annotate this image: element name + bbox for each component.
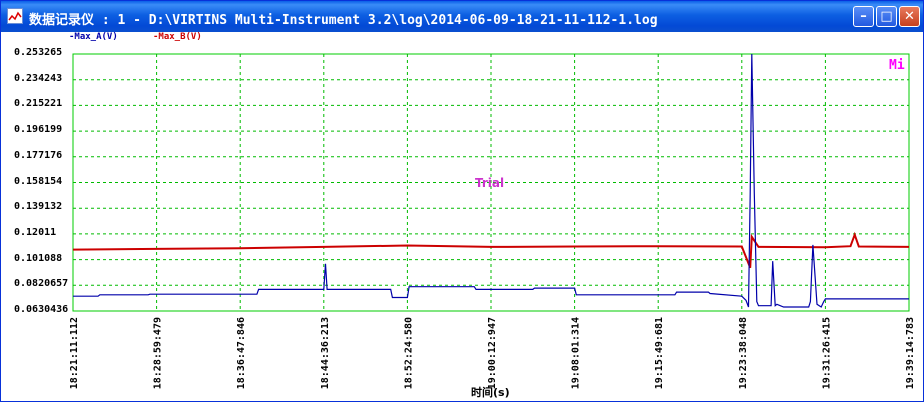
y-tick-label: 0.177176 [14, 149, 63, 161]
x-tick-label: 18:36:47:846 [236, 317, 247, 389]
grid-lines [73, 54, 909, 311]
y-tick-label: 0.12011 [14, 226, 57, 238]
x-axis-label: 时间(s) [471, 385, 510, 399]
x-tick-label: 18:28:59:479 [153, 317, 164, 389]
y-tick-label: 0.139132 [14, 201, 63, 213]
y-tick-label: 0.234243 [14, 72, 63, 84]
x-tick-label: 19:23:38:048 [738, 317, 749, 389]
minimize-button[interactable]: – [853, 6, 874, 27]
window-title: 数据记录仪 : 1 - D:\VIRTINS Multi-Instrument … [29, 13, 658, 28]
corner-mi-label: Mi [889, 58, 905, 73]
x-tick-label: 19:31:26:415 [821, 317, 832, 389]
chart-window-icon[interactable] [7, 8, 23, 24]
series-max-b-line [72, 231, 910, 269]
y-tick-label: 0.253265 [14, 47, 63, 58]
chart-area: -Max_A(V) -Max_B(V) 0.253265 0.234243 0.21… [1, 32, 923, 401]
trial-watermark: Trial [475, 176, 504, 190]
x-tick-label: 19:15:49:681 [654, 317, 665, 389]
y-tick-label: 0.158154 [14, 175, 63, 187]
y-tick-label: 0.196199 [14, 124, 63, 136]
title-bar[interactable]: 数据记录仪 : 1 - D:\VIRTINS Multi-Instrument … [1, 1, 923, 32]
x-tick-label: 19:39:14:783 [905, 317, 916, 389]
x-tick-label: 18:21:11:112 [69, 317, 80, 389]
maximize-button[interactable]: □ [876, 6, 897, 27]
legend-max-b: -Max_B(V) [153, 32, 202, 42]
series-max-a-line [73, 53, 909, 308]
line-chart[interactable]: 18:21:11:112 18:28:59:479 18:36:47:846 18:4… [1, 32, 923, 401]
x-tick-label: 18:52:24:580 [403, 317, 414, 389]
y-tick-label: 0.101088 [14, 252, 63, 264]
x-tick-label: 18:44:36:213 [320, 317, 331, 389]
x-tick-label: 19:00:12:947 [487, 317, 498, 389]
legend-max-a: -Max_A(V) [69, 32, 118, 42]
y-tick-label: 0.215221 [14, 98, 63, 110]
y-tick-label: 0.0630436 [14, 304, 69, 315]
close-button[interactable]: ✕ [899, 6, 920, 27]
x-tick-label: 19:08:01:314 [571, 317, 582, 389]
y-tick-label: 0.0820657 [14, 278, 69, 290]
x-tick-labels: 18:21:11:112 18:28:59:479 18:36:47:846 18:4… [69, 317, 916, 389]
